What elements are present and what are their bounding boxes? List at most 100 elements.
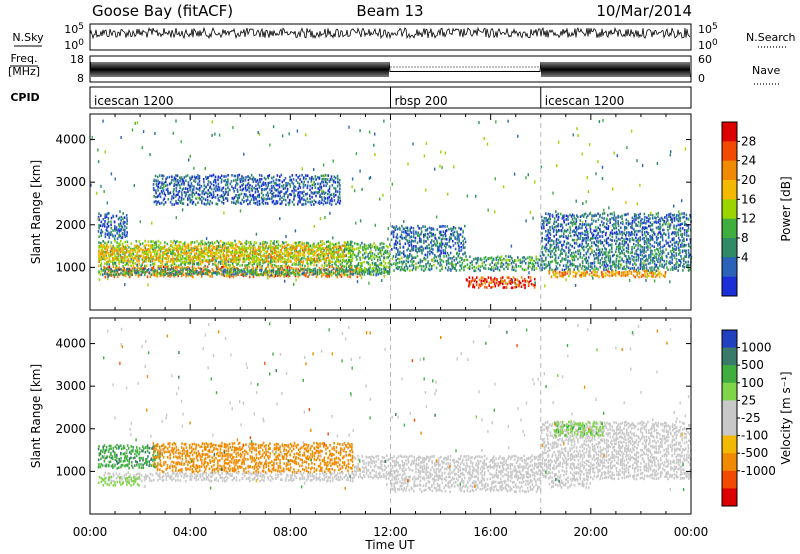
rti-cell	[549, 237, 551, 240]
rti-cell	[183, 262, 186, 266]
rti-cell	[445, 260, 448, 263]
rti-cell	[184, 267, 187, 271]
rti-cell	[383, 246, 385, 249]
rti-cell	[205, 242, 208, 246]
rti-cell	[335, 245, 338, 249]
rti-cell	[412, 235, 415, 239]
rti-cell	[397, 253, 399, 256]
rti-cell	[453, 263, 455, 267]
rti-cell	[193, 260, 196, 263]
rti-cell	[637, 220, 640, 224]
rti-cell	[503, 257, 505, 261]
rti-cell	[290, 193, 293, 197]
rti-cell	[392, 255, 395, 258]
rti-cell	[303, 250, 306, 253]
rti-cell	[232, 264, 234, 268]
rti-cell	[559, 252, 562, 255]
rti-cell	[629, 240, 631, 243]
rti-cell	[553, 258, 556, 262]
rti-cell	[161, 258, 164, 261]
rti-cell	[642, 274, 644, 277]
rti-cell	[510, 286, 513, 290]
rti-cell	[399, 239, 401, 243]
rti-cell	[641, 273, 643, 277]
rti-cell	[452, 228, 454, 231]
rti-cell	[185, 179, 187, 182]
rti-cell	[617, 262, 620, 266]
rti-cell	[492, 280, 495, 283]
rti-cell	[211, 268, 214, 271]
rti-cell	[243, 254, 245, 258]
rti-cell	[645, 240, 647, 243]
rti-cell	[240, 250, 243, 254]
rti-cell	[176, 273, 178, 276]
rti-cell	[689, 268, 691, 271]
rti-cell	[557, 261, 559, 265]
rti-cell	[601, 253, 604, 257]
rti-cell	[409, 253, 411, 256]
rti-cell	[581, 245, 583, 248]
rti-cell	[594, 270, 596, 273]
rti-cell	[269, 263, 272, 267]
rti-cell	[613, 216, 615, 220]
rti-cell	[633, 242, 635, 246]
rti-cell	[162, 183, 165, 186]
rti-cell	[559, 274, 561, 278]
rti-cell	[557, 248, 560, 251]
rti-cell	[589, 265, 592, 268]
rti-cell	[225, 275, 228, 278]
rti-cell	[116, 249, 118, 252]
rti-cell	[186, 272, 188, 276]
rti-cell	[553, 273, 555, 276]
rti-cell	[368, 272, 371, 276]
rti-cell	[149, 250, 151, 254]
rti-cell	[484, 277, 486, 281]
rti-cell	[302, 246, 304, 250]
rti-cell	[547, 221, 549, 225]
rti-cell	[583, 248, 585, 252]
rti-cell	[393, 243, 396, 246]
rti-cell	[456, 232, 459, 236]
rti-cell	[165, 260, 168, 264]
rti-cell	[198, 175, 201, 178]
rti-cell	[587, 265, 590, 268]
rti-cell	[307, 252, 310, 255]
rti-cell	[650, 249, 652, 253]
rti-cell	[226, 271, 229, 274]
rti-cell	[477, 286, 480, 289]
rti-cell	[601, 241, 604, 244]
rti-cell	[333, 256, 336, 259]
rti-cell	[568, 274, 570, 278]
rti-cell	[235, 274, 237, 277]
rti-cell	[136, 253, 138, 257]
rti-cell	[637, 244, 639, 247]
rti-cell	[468, 280, 471, 283]
rti-cell	[198, 263, 200, 266]
rti-cell	[331, 256, 333, 260]
rti-cell	[522, 279, 524, 283]
rti-cell	[458, 238, 460, 241]
rti-cell	[104, 258, 106, 261]
rti-cell	[170, 258, 173, 261]
rti-cell	[163, 244, 166, 248]
rti-cell	[631, 224, 633, 228]
rti-cell	[351, 254, 353, 258]
rti-cell	[411, 264, 413, 267]
rti-cell	[473, 269, 475, 273]
rti-cell	[669, 223, 672, 226]
rti-cell	[509, 279, 512, 283]
rti-cell	[619, 266, 621, 269]
rti-cell	[485, 259, 488, 262]
rti-cell	[328, 270, 331, 274]
rti-cell	[110, 274, 113, 277]
rti-cell	[238, 248, 241, 252]
rti-cell	[250, 188, 253, 191]
rti-cell	[303, 256, 305, 260]
rti-cell	[256, 270, 258, 274]
rti-cell	[207, 269, 210, 272]
rti-cell	[172, 190, 175, 193]
rti-cell	[432, 252, 434, 255]
rti-cell	[214, 181, 217, 184]
rti-cell	[416, 254, 419, 258]
rti-cell	[631, 251, 633, 254]
